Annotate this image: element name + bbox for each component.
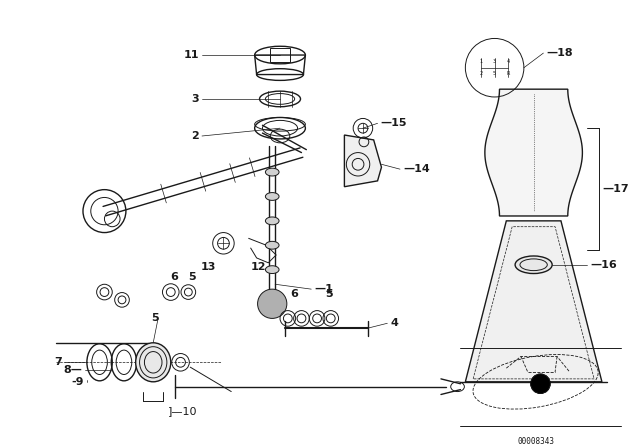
Text: R: R: [507, 71, 510, 76]
Text: 7: 7: [55, 358, 63, 367]
Text: —1: —1: [314, 284, 333, 294]
Text: -9: -9: [72, 377, 84, 387]
Text: 8—: 8—: [63, 365, 82, 375]
Text: 12: 12: [251, 262, 266, 271]
Text: 5: 5: [325, 289, 333, 299]
Circle shape: [531, 374, 550, 393]
Ellipse shape: [266, 217, 279, 225]
Ellipse shape: [266, 241, 279, 249]
Text: 13: 13: [201, 262, 216, 271]
Ellipse shape: [266, 193, 279, 200]
Text: 5: 5: [493, 71, 496, 76]
Text: 1: 1: [479, 60, 483, 65]
Text: 6: 6: [170, 272, 178, 282]
Text: 2: 2: [479, 71, 483, 76]
Ellipse shape: [515, 256, 552, 274]
Polygon shape: [485, 89, 582, 216]
Text: 4: 4: [390, 318, 398, 328]
Text: 3: 3: [191, 94, 199, 104]
Text: 5: 5: [188, 272, 196, 282]
Polygon shape: [465, 221, 602, 382]
Text: —18: —18: [547, 48, 573, 58]
Text: —17: —17: [602, 184, 628, 194]
Text: 5: 5: [151, 314, 159, 323]
Text: 3: 3: [493, 60, 496, 65]
Text: —16: —16: [590, 260, 617, 270]
Text: 11: 11: [184, 50, 199, 60]
Ellipse shape: [266, 168, 279, 176]
Text: ]—10: ]—10: [168, 406, 197, 416]
Text: 2: 2: [191, 131, 199, 141]
Circle shape: [257, 289, 287, 319]
Text: 4: 4: [507, 60, 510, 65]
Ellipse shape: [266, 266, 279, 274]
Text: —15: —15: [381, 118, 407, 128]
Text: —14: —14: [403, 164, 429, 174]
Polygon shape: [344, 135, 381, 187]
Ellipse shape: [136, 343, 171, 382]
Text: 00008343: 00008343: [517, 437, 554, 446]
Text: 6: 6: [291, 289, 299, 299]
